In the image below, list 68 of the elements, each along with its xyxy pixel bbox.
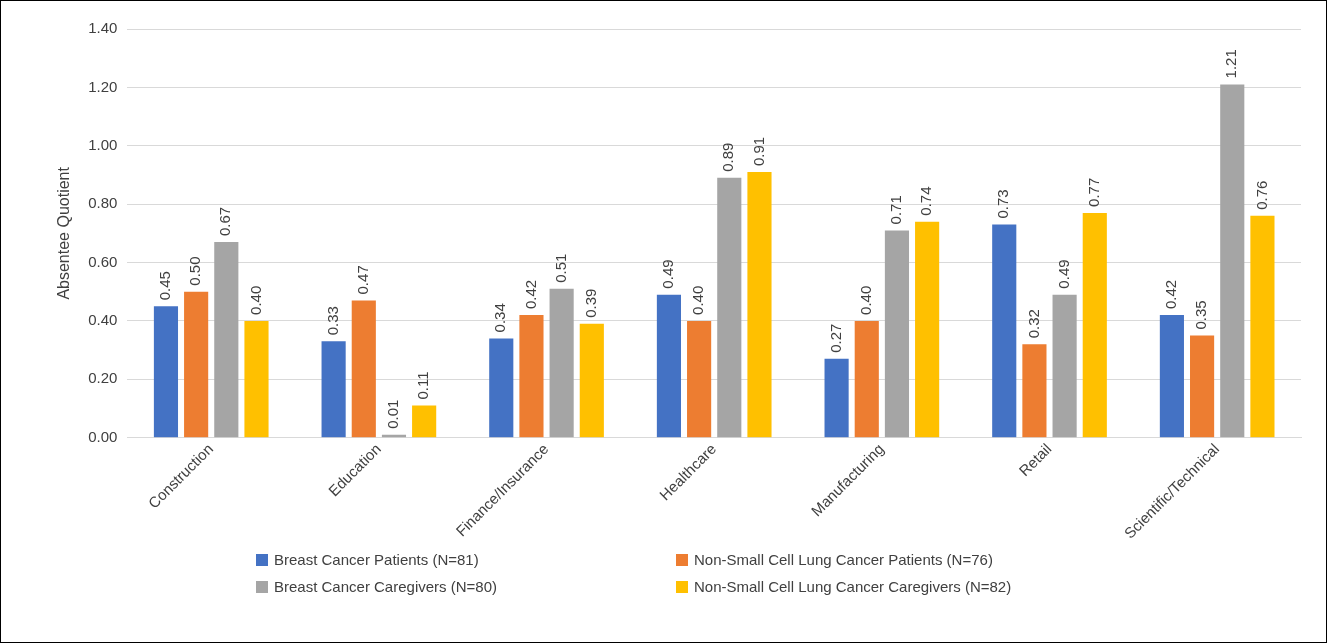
bar: [214, 242, 239, 438]
bar: [1190, 335, 1215, 438]
legend-label: Breast Cancer Caregivers (N=80): [274, 578, 498, 595]
data-label: 0.49: [659, 259, 677, 289]
data-label: 0.76: [1252, 180, 1270, 210]
data-label: 0.50: [186, 256, 204, 286]
data-label: 0.73: [994, 189, 1012, 219]
bar: [351, 300, 376, 438]
bar: [687, 320, 712, 438]
legend-label: Non-Small Cell Lung Cancer Patients (N=76): [694, 551, 993, 568]
data-label: 0.77: [1084, 177, 1102, 207]
y-tick-label: 0.80: [88, 194, 118, 212]
bar: [1250, 215, 1275, 438]
y-tick-label: 1.20: [88, 77, 118, 95]
bar: [824, 358, 849, 438]
data-label: 1.21: [1222, 49, 1240, 79]
bar: [915, 221, 940, 438]
data-label: 0.42: [1162, 279, 1180, 310]
bar: [244, 320, 269, 438]
data-label: 0.71: [887, 195, 905, 225]
legend-label: Non-Small Cell Lung Cancer Caregivers (N=82): [694, 578, 1012, 595]
data-label: 0.39: [581, 288, 599, 318]
y-axis-title: Absentee Quotient: [55, 166, 73, 300]
data-label: 0.01: [384, 399, 402, 429]
data-label: 0.40: [246, 285, 264, 315]
y-tick-label: 1.00: [88, 135, 118, 153]
data-label: 0.34: [491, 303, 509, 333]
data-label: 0.47: [353, 265, 371, 295]
data-label: 0.49: [1054, 259, 1072, 289]
y-tick-label: 0.20: [88, 369, 118, 387]
bar: [549, 288, 574, 438]
data-label: 0.51: [551, 253, 569, 283]
bar: [717, 177, 742, 438]
data-label: 0.40: [856, 285, 874, 315]
data-label: 0.27: [826, 323, 844, 353]
y-tick-label: 0.00: [88, 427, 118, 445]
data-label: 0.89: [719, 142, 737, 172]
data-label: 0.11: [414, 371, 432, 400]
data-label: 0.74: [917, 186, 935, 216]
bar: [1082, 212, 1107, 438]
bar: [184, 291, 209, 438]
data-label: 0.35: [1192, 300, 1210, 330]
data-label: 0.32: [1024, 309, 1042, 339]
data-label: 0.91: [749, 136, 767, 167]
y-tick-label: 1.40: [88, 19, 118, 37]
data-label: 0.45: [156, 271, 174, 301]
data-label: 0.42: [521, 279, 539, 310]
bar: [153, 306, 179, 438]
bar: [1220, 84, 1245, 438]
bar: [656, 294, 681, 438]
legend-label: Breast Cancer Patients (N=81): [274, 551, 479, 568]
data-label: 0.67: [216, 206, 234, 237]
bar: [412, 405, 437, 438]
bar: [579, 323, 604, 438]
bar: [519, 315, 544, 438]
bar: [1159, 315, 1184, 438]
data-label: 0.40: [689, 285, 707, 315]
bar: [884, 230, 910, 438]
bar: [992, 224, 1017, 438]
y-tick-label: 0.40: [88, 311, 118, 329]
data-label: 0.33: [323, 306, 341, 336]
bar: [747, 172, 772, 438]
y-tick-label: 0.60: [88, 252, 118, 270]
bar: [1022, 344, 1047, 438]
bar: [1052, 294, 1077, 438]
bar: [321, 341, 346, 438]
bar: [489, 338, 514, 438]
bar: [854, 320, 879, 438]
